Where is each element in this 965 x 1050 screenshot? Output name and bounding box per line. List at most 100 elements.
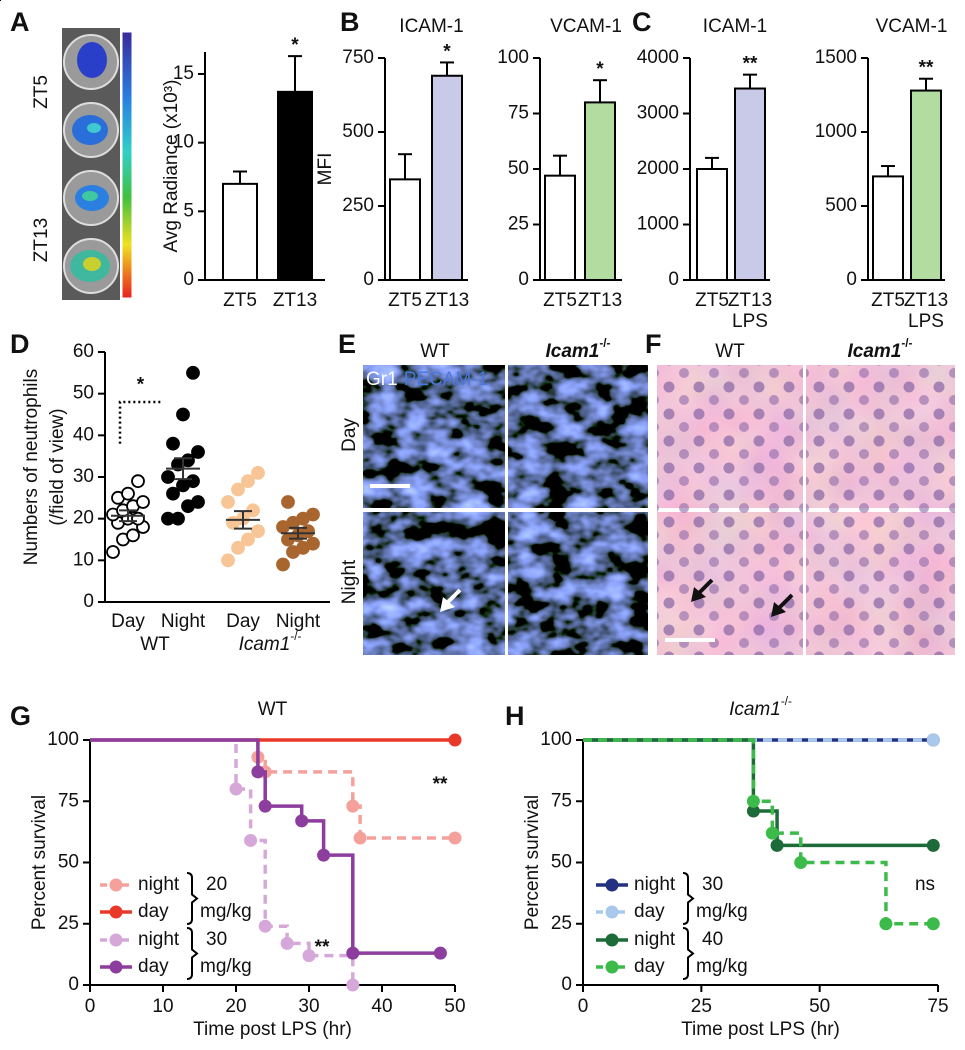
- data-point: [306, 507, 320, 522]
- event-point: [448, 831, 462, 845]
- event-point: [251, 765, 265, 779]
- gene-name: Icam1: [848, 341, 902, 362]
- y-tick-label: 750: [342, 47, 374, 68]
- y-tick-label: 500: [342, 121, 374, 142]
- chart-title: ICAM-1: [703, 16, 767, 37]
- y-axis-label: Percent survival: [29, 795, 50, 930]
- column-label: Icam1-/-: [848, 337, 913, 362]
- x-tick-label: 0: [85, 996, 96, 1017]
- legend-dose: 30: [702, 874, 723, 895]
- group-label: Icam1-/-: [239, 630, 302, 655]
- chart-title: ICAM-1: [399, 16, 463, 37]
- legend-label: day: [138, 956, 169, 977]
- x-tick-label: Day: [226, 611, 260, 632]
- gene-name: Icam1: [546, 341, 600, 362]
- gene-superscript: -/-: [290, 630, 301, 643]
- x-tick-label: 10: [152, 996, 173, 1017]
- x-tick-label: 50: [444, 996, 465, 1017]
- data-point: [176, 407, 190, 422]
- x-tick-label: Night: [161, 611, 206, 632]
- gene-name: Icam1: [729, 699, 781, 720]
- row-label: ZT13: [31, 218, 52, 262]
- event-point: [746, 804, 760, 818]
- data-point: [121, 486, 135, 501]
- data-point: [241, 474, 255, 489]
- bar: [696, 168, 728, 281]
- event-point: [229, 782, 243, 796]
- event-point: [346, 946, 360, 960]
- legend-bracket: [682, 872, 695, 925]
- legend-marker: [109, 878, 123, 892]
- data-point: [191, 445, 205, 459]
- event-point: [433, 946, 447, 960]
- panel-label: H: [505, 701, 525, 731]
- significance: **: [315, 937, 330, 958]
- x-tick-label: ZT13: [904, 290, 948, 311]
- x-tick-label: 0: [578, 996, 589, 1017]
- column-label: WT: [715, 341, 745, 362]
- event-point: [295, 814, 309, 828]
- y-tick-label: 75: [58, 790, 79, 811]
- survival-curve: [583, 738, 934, 848]
- y-tick-label: 0: [183, 269, 194, 290]
- data-point: [276, 557, 290, 572]
- significance: **: [743, 54, 758, 75]
- y-tick-label: 0: [83, 591, 94, 612]
- survival-curve: [90, 738, 455, 840]
- x-tick-label: 20: [225, 996, 246, 1017]
- event-point: [448, 733, 462, 747]
- x-axis-label: LPS: [908, 311, 944, 332]
- bar: [222, 182, 258, 281]
- data-point: [281, 495, 295, 509]
- panel-label: D: [10, 329, 30, 359]
- bar: [389, 178, 421, 281]
- legend-dose: 20: [206, 874, 227, 895]
- x-tick-label: 40: [371, 996, 392, 1017]
- legend-unit: mg/kg: [200, 901, 252, 922]
- y-tick-label: 50: [508, 158, 529, 179]
- y-tick-label: 0: [518, 269, 529, 290]
- x-tick-label: Night: [276, 611, 321, 632]
- data-point: [186, 474, 200, 489]
- y-tick-label: 4000: [637, 47, 679, 68]
- x-axis-label: LPS: [732, 311, 768, 332]
- bar: [277, 90, 313, 281]
- data-point: [251, 465, 265, 480]
- data-point: [221, 495, 235, 509]
- survival-curve: [583, 738, 934, 926]
- y-tick-label: 50: [58, 852, 79, 873]
- row-label: Night: [339, 559, 360, 604]
- panel-f-image: [657, 365, 955, 655]
- legend-unit: mg/kg: [696, 956, 748, 977]
- y-tick-label: 25: [58, 913, 79, 934]
- x-tick-label: 30: [298, 996, 319, 1017]
- legend-marker: [109, 960, 123, 974]
- panel-e-image: [0, 0, 648, 655]
- y-tick-label: 0: [363, 269, 374, 290]
- event-point: [244, 833, 258, 847]
- y-tick-label: 0: [68, 974, 79, 995]
- x-tick-label: ZT13: [273, 290, 317, 311]
- legend-marker: [109, 933, 123, 947]
- column-label: WT: [420, 341, 450, 362]
- group-label: WT: [140, 634, 170, 655]
- panel-label: B: [340, 7, 360, 37]
- data-point: [131, 511, 145, 526]
- bar: [544, 174, 576, 281]
- panel-label: A: [10, 7, 30, 37]
- y-tick-label: 0: [846, 269, 857, 290]
- gene-superscript: -/-: [901, 337, 912, 350]
- panel-label: C: [632, 7, 652, 37]
- y-tick-label: 100: [540, 729, 572, 750]
- legend-label: night: [634, 929, 676, 950]
- event-point: [765, 826, 779, 840]
- y-tick-label: 1000: [637, 214, 679, 235]
- legend-marker: [605, 960, 619, 974]
- legend-unit: mg/kg: [200, 956, 252, 977]
- significance-bracket: [118, 400, 163, 444]
- event-point: [926, 917, 940, 931]
- bar: [431, 74, 463, 282]
- legend-bracket: [186, 927, 199, 980]
- significance: *: [596, 59, 604, 80]
